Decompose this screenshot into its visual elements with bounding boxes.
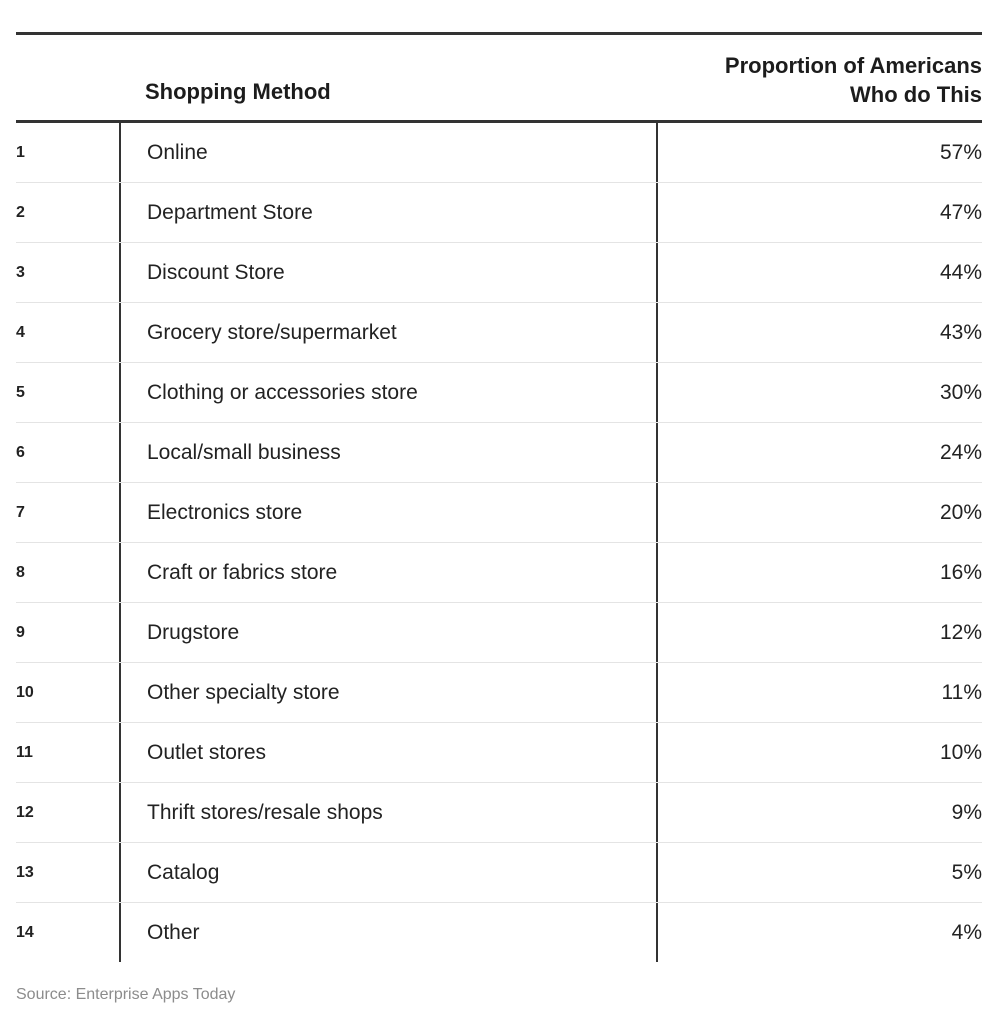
row-shopping-method: Craft or fabrics store [147,561,338,584]
row-shopping-method: Other [147,921,200,944]
table-row: 2 Department Store 47% [16,183,982,243]
row-shopping-method: Grocery store/supermarket [147,321,397,344]
source-note: Source: Enterprise Apps Today [16,986,236,1003]
row-rank: 14 [16,924,34,941]
row-rank: 7 [16,504,25,521]
row-proportion-value: 11% [941,681,982,704]
table-body: 1 Online 57% 2 Department Store 47% 3 Discount … [16,123,982,962]
row-proportion-value: 30% [939,381,982,404]
table-row: 13 Catalog 5% [16,843,982,903]
row-rank: 2 [16,204,25,221]
row-proportion-value: 57% [939,141,982,164]
row-shopping-method: Thrift stores/resale shops [147,801,383,824]
row-rank: 1 [16,144,25,161]
row-shopping-method: Drugstore [147,621,240,644]
row-rank: 11 [16,744,33,761]
row-shopping-method: Online [147,141,208,164]
row-shopping-method: Other specialty store [147,681,340,704]
table-header: Shopping Method Proportion of Americans … [16,35,982,123]
row-proportion-value: 12% [939,621,982,644]
column-header-proportion-line2: Who do This [850,82,982,107]
table-row: 3 Discount Store 44% [16,243,982,303]
row-proportion-value: 5% [951,861,982,884]
row-proportion-value: 16% [939,561,982,584]
shopping-method-table: Shopping Method Proportion of Americans … [16,32,982,962]
column-header-method: Shopping Method [145,79,331,104]
row-shopping-method: Department Store [147,201,313,224]
row-shopping-method: Discount Store [147,261,285,284]
row-rank: 12 [16,804,34,821]
row-shopping-method: Outlet stores [147,741,267,764]
row-rank: 3 [16,264,25,281]
row-proportion-value: 9% [951,801,982,824]
table-row: 10 Other specialty store 11% [16,663,982,723]
row-proportion-value: 10% [939,741,982,764]
row-proportion-value: 44% [939,261,982,284]
row-proportion-value: 24% [939,441,982,464]
row-rank: 9 [16,624,25,641]
table-row: 14 Other 4% [16,903,982,962]
table-row: 4 Grocery store/supermarket 43% [16,303,982,363]
row-proportion-value: 20% [939,501,982,524]
table-row: 12 Thrift stores/resale shops 9% [16,783,982,843]
row-shopping-method: Local/small business [147,441,341,464]
table-row: 8 Craft or fabrics store 16% [16,543,982,603]
row-rank: 6 [16,444,25,461]
table-top-rule [16,32,982,35]
column-header-proportion: Proportion of Americans Who do This [725,51,982,109]
row-rank: 4 [16,324,25,341]
column-header-proportion-line1: Proportion of Americans [724,53,982,78]
table-row: 1 Online 57% [16,123,982,183]
row-shopping-method: Catalog [147,861,220,884]
row-shopping-method: Clothing or accessories store [147,381,418,404]
row-rank: 5 [16,384,25,401]
row-rank: 8 [16,564,25,581]
row-shopping-method: Electronics store [147,501,303,524]
table-row: 7 Electronics store 20% [16,483,982,543]
table-row: 5 Clothing or accessories store 30% [16,363,982,423]
table-row: 9 Drugstore 12% [16,603,982,663]
table-row: 11 Outlet stores 10% [16,723,982,783]
table-row: 6 Local/small business 24% [16,423,982,483]
row-proportion-value: 43% [939,321,982,344]
row-proportion-value: 47% [939,201,982,224]
row-rank: 13 [16,864,34,881]
row-proportion-value: 4% [951,921,982,944]
row-rank: 10 [16,684,34,701]
